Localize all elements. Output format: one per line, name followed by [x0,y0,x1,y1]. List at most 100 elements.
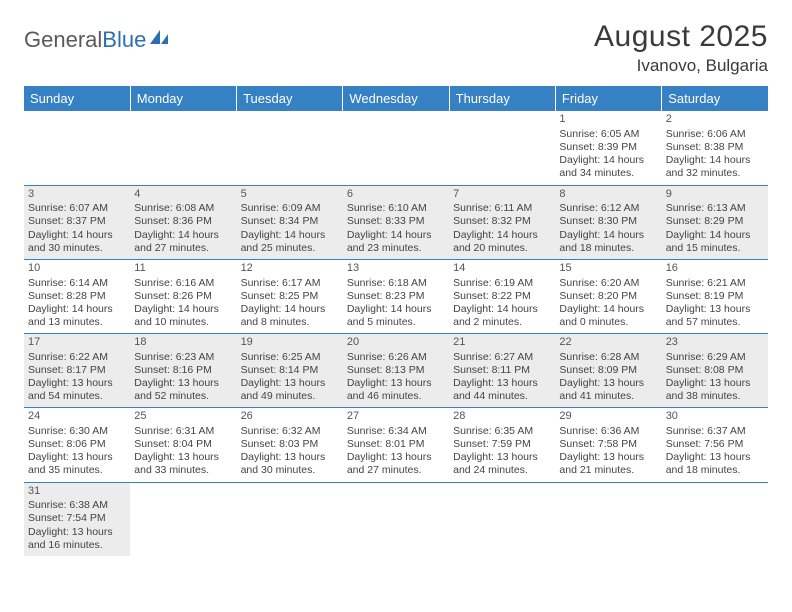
day-details: Sunrise: 6:07 AMSunset: 8:37 PMDaylight:… [28,202,126,255]
day-details: Sunrise: 6:28 AMSunset: 8:09 PMDaylight:… [559,351,657,404]
day-number: 28 [453,410,551,424]
calendar-cell: 5Sunrise: 6:09 AMSunset: 8:34 PMDaylight… [237,185,343,259]
day-number: 16 [666,262,764,276]
day-number: 12 [241,262,339,276]
day-number: 15 [559,262,657,276]
calendar-table: Sunday Monday Tuesday Wednesday Thursday… [24,86,768,556]
day-number: 10 [28,262,126,276]
calendar-cell: 7Sunrise: 6:11 AMSunset: 8:32 PMDaylight… [449,185,555,259]
day-number: 19 [241,336,339,350]
day-number: 2 [666,113,764,127]
weekday-header: Sunday [24,86,130,111]
day-number: 23 [666,336,764,350]
day-details: Sunrise: 6:38 AMSunset: 7:54 PMDaylight:… [28,499,126,552]
weekday-header-row: Sunday Monday Tuesday Wednesday Thursday… [24,86,768,111]
calendar-row: 3Sunrise: 6:07 AMSunset: 8:37 PMDaylight… [24,185,768,259]
calendar-cell [449,111,555,185]
calendar-cell: 16Sunrise: 6:21 AMSunset: 8:19 PMDayligh… [662,259,768,333]
day-details: Sunrise: 6:08 AMSunset: 8:36 PMDaylight:… [134,202,232,255]
day-number: 8 [559,188,657,202]
calendar-cell: 15Sunrise: 6:20 AMSunset: 8:20 PMDayligh… [555,259,661,333]
weekday-header: Tuesday [237,86,343,111]
day-number: 27 [347,410,445,424]
calendar-cell [237,111,343,185]
day-number: 26 [241,410,339,424]
weekday-header: Monday [130,86,236,111]
weekday-header: Saturday [662,86,768,111]
weekday-header: Wednesday [343,86,449,111]
calendar-cell: 18Sunrise: 6:23 AMSunset: 8:16 PMDayligh… [130,334,236,408]
calendar-cell: 3Sunrise: 6:07 AMSunset: 8:37 PMDaylight… [24,185,130,259]
day-details: Sunrise: 6:17 AMSunset: 8:25 PMDaylight:… [241,277,339,330]
day-number: 14 [453,262,551,276]
day-details: Sunrise: 6:30 AMSunset: 8:06 PMDaylight:… [28,425,126,478]
day-details: Sunrise: 6:31 AMSunset: 8:04 PMDaylight:… [134,425,232,478]
sail-icon [148,26,170,52]
calendar-cell: 27Sunrise: 6:34 AMSunset: 8:01 PMDayligh… [343,408,449,482]
calendar-cell: 12Sunrise: 6:17 AMSunset: 8:25 PMDayligh… [237,259,343,333]
calendar-row: 31Sunrise: 6:38 AMSunset: 7:54 PMDayligh… [24,482,768,556]
calendar-cell: 26Sunrise: 6:32 AMSunset: 8:03 PMDayligh… [237,408,343,482]
day-details: Sunrise: 6:20 AMSunset: 8:20 PMDaylight:… [559,277,657,330]
day-number: 29 [559,410,657,424]
day-details: Sunrise: 6:11 AMSunset: 8:32 PMDaylight:… [453,202,551,255]
title-block: August 2025 Ivanovo, Bulgaria [594,20,768,76]
day-number: 20 [347,336,445,350]
day-details: Sunrise: 6:35 AMSunset: 7:59 PMDaylight:… [453,425,551,478]
day-details: Sunrise: 6:06 AMSunset: 8:38 PMDaylight:… [666,128,764,181]
day-number: 31 [28,485,126,499]
calendar-cell: 6Sunrise: 6:10 AMSunset: 8:33 PMDaylight… [343,185,449,259]
day-details: Sunrise: 6:32 AMSunset: 8:03 PMDaylight:… [241,425,339,478]
day-number: 21 [453,336,551,350]
day-details: Sunrise: 6:16 AMSunset: 8:26 PMDaylight:… [134,277,232,330]
day-details: Sunrise: 6:19 AMSunset: 8:22 PMDaylight:… [453,277,551,330]
calendar-body: 1Sunrise: 6:05 AMSunset: 8:39 PMDaylight… [24,111,768,556]
calendar-cell: 24Sunrise: 6:30 AMSunset: 8:06 PMDayligh… [24,408,130,482]
day-number: 7 [453,188,551,202]
day-number: 22 [559,336,657,350]
day-details: Sunrise: 6:26 AMSunset: 8:13 PMDaylight:… [347,351,445,404]
location: Ivanovo, Bulgaria [594,56,768,76]
calendar-cell: 2Sunrise: 6:06 AMSunset: 8:38 PMDaylight… [662,111,768,185]
day-details: Sunrise: 6:36 AMSunset: 7:58 PMDaylight:… [559,425,657,478]
header: GeneralBlue August 2025 Ivanovo, Bulgari… [24,20,768,76]
day-details: Sunrise: 6:13 AMSunset: 8:29 PMDaylight:… [666,202,764,255]
day-details: Sunrise: 6:09 AMSunset: 8:34 PMDaylight:… [241,202,339,255]
logo-text-general: General [24,27,102,53]
day-number: 11 [134,262,232,276]
calendar-row: 1Sunrise: 6:05 AMSunset: 8:39 PMDaylight… [24,111,768,185]
day-number: 5 [241,188,339,202]
calendar-cell: 13Sunrise: 6:18 AMSunset: 8:23 PMDayligh… [343,259,449,333]
day-number: 25 [134,410,232,424]
day-number: 3 [28,188,126,202]
calendar-cell [237,482,343,556]
day-number: 18 [134,336,232,350]
calendar-cell: 11Sunrise: 6:16 AMSunset: 8:26 PMDayligh… [130,259,236,333]
calendar-cell: 17Sunrise: 6:22 AMSunset: 8:17 PMDayligh… [24,334,130,408]
calendar-cell: 25Sunrise: 6:31 AMSunset: 8:04 PMDayligh… [130,408,236,482]
day-number: 1 [559,113,657,127]
logo-text-blue: Blue [102,27,146,53]
calendar-cell [130,111,236,185]
day-number: 30 [666,410,764,424]
day-details: Sunrise: 6:29 AMSunset: 8:08 PMDaylight:… [666,351,764,404]
calendar-cell: 31Sunrise: 6:38 AMSunset: 7:54 PMDayligh… [24,482,130,556]
day-number: 24 [28,410,126,424]
calendar-cell [555,482,661,556]
calendar-cell [449,482,555,556]
calendar-cell [130,482,236,556]
calendar-cell: 29Sunrise: 6:36 AMSunset: 7:58 PMDayligh… [555,408,661,482]
calendar-cell [343,111,449,185]
calendar-cell: 30Sunrise: 6:37 AMSunset: 7:56 PMDayligh… [662,408,768,482]
calendar-cell: 1Sunrise: 6:05 AMSunset: 8:39 PMDaylight… [555,111,661,185]
calendar-cell: 8Sunrise: 6:12 AMSunset: 8:30 PMDaylight… [555,185,661,259]
day-details: Sunrise: 6:14 AMSunset: 8:28 PMDaylight:… [28,277,126,330]
calendar-row: 24Sunrise: 6:30 AMSunset: 8:06 PMDayligh… [24,408,768,482]
calendar-cell: 19Sunrise: 6:25 AMSunset: 8:14 PMDayligh… [237,334,343,408]
calendar-cell: 14Sunrise: 6:19 AMSunset: 8:22 PMDayligh… [449,259,555,333]
calendar-cell: 23Sunrise: 6:29 AMSunset: 8:08 PMDayligh… [662,334,768,408]
day-details: Sunrise: 6:12 AMSunset: 8:30 PMDaylight:… [559,202,657,255]
calendar-cell [343,482,449,556]
day-details: Sunrise: 6:10 AMSunset: 8:33 PMDaylight:… [347,202,445,255]
day-details: Sunrise: 6:34 AMSunset: 8:01 PMDaylight:… [347,425,445,478]
